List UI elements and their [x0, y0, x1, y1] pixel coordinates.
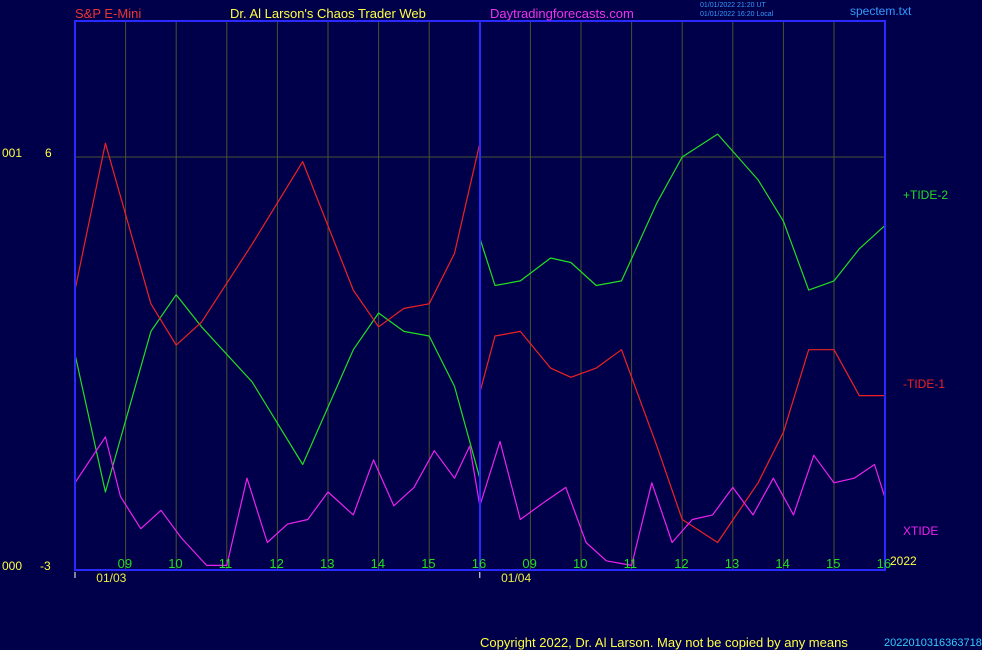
x-tick-label-hour: 09	[117, 556, 133, 571]
legend-tide-plus-2: +TIDE-2	[903, 188, 949, 202]
x-tick-label-hour: 12	[269, 556, 284, 571]
site-link[interactable]: Daytradingforecasts.com	[490, 6, 634, 21]
copyright-notice: Copyright 2022, Dr. Al Larson. May not b…	[480, 635, 848, 650]
file-name: spectem.txt	[850, 4, 912, 18]
x-tick-label-hour: 09	[522, 556, 537, 571]
y-tick-left-top: 001	[2, 146, 23, 160]
x-tick-label-hour: 11	[623, 556, 638, 571]
y-tick-right-top: 6	[45, 146, 52, 160]
x-tick-label-hour: 14	[370, 556, 386, 571]
x-tick-label-hour: 11	[218, 556, 233, 571]
x-tick-label-hour: 13	[320, 556, 335, 571]
y-tick-right-bottom: -3	[40, 559, 51, 573]
x-tick-label-hour: 12	[674, 556, 689, 571]
x-tick-label-hour: 15	[421, 556, 436, 571]
y-tick-left-bottom: 000	[2, 559, 23, 573]
footer-code: 2022010316363718	[884, 637, 982, 649]
x-tick-label-date: 01/03	[96, 571, 127, 585]
grid-lines	[75, 21, 886, 570]
legend-tide-minus-1: -TIDE-1	[903, 377, 945, 391]
series-line-tide-1	[74, 142, 885, 544]
year-label: 2022	[890, 554, 917, 568]
site-title: Dr. Al Larson's Chaos Trader Web	[230, 6, 426, 21]
x-tick-label-hour: 14	[775, 556, 790, 571]
x-tick-label-hour: 13	[724, 556, 740, 571]
x-tick-label-hour: 15	[826, 556, 841, 571]
x-tick-label-hour: 10	[573, 556, 588, 571]
series-line-tide-2	[74, 133, 886, 493]
x-tick-label-hour: 16	[471, 556, 487, 571]
x-tick-label-date: 01/04	[501, 571, 532, 585]
timestamp-ut: 01/01/2022 21:20 UT	[700, 2, 766, 9]
legend-xtide: XTIDE	[903, 524, 939, 538]
instrument-title: S&P E-Mini	[75, 6, 142, 21]
timestamp-local: 01/01/2022 16:20 Local	[700, 11, 774, 18]
date-tick-marks	[74, 572, 481, 578]
x-tick-label-hour: 10	[168, 556, 183, 571]
x-tick-label-hour: 16	[876, 556, 892, 571]
